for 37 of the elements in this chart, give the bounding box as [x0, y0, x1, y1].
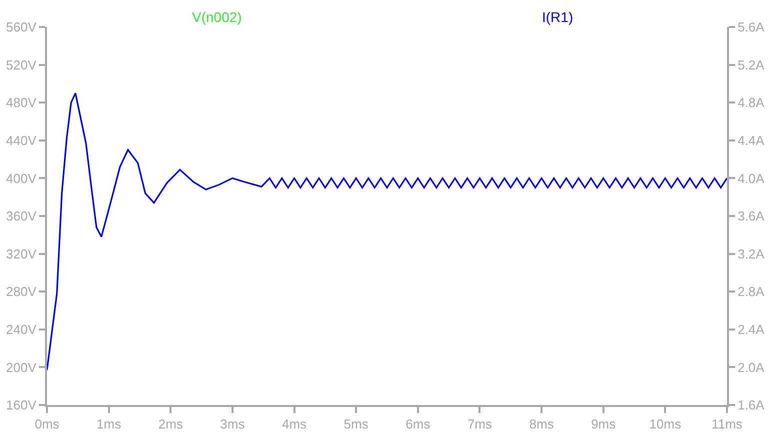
y2-tick-label: 2.0A	[738, 360, 765, 375]
y-tick-label: 560V	[6, 20, 37, 35]
y2-tick-label: 4.4A	[738, 132, 765, 148]
y-tick-label: 320V	[6, 246, 37, 262]
legend-label: V(n002)	[192, 9, 242, 25]
x-tick-label: 8ms	[529, 416, 554, 432]
y-tick-label: 440V	[6, 132, 37, 148]
y-tick-label: 280V	[6, 284, 37, 300]
x-tick-label: 5ms	[344, 416, 369, 432]
y2-tick-label: 5.2A	[738, 57, 765, 72]
y-tick-label: 360V	[6, 208, 37, 224]
y2-tick-label: 4.0A	[738, 170, 765, 186]
x-tick-label: 10ms	[649, 416, 682, 432]
x-tick-label: 11ms	[712, 416, 743, 432]
x-tick-label: 4ms	[282, 416, 308, 432]
line-series	[47, 92, 727, 371]
y2-tick-label: 4.8A	[738, 95, 765, 110]
text: I(R1)	[542, 9, 574, 25]
x-tick-label: 0ms	[34, 416, 60, 432]
x-tick-label: 3ms	[220, 416, 246, 432]
x-tick-label: 7ms	[467, 416, 493, 432]
x-tick-label: 2ms	[158, 416, 184, 432]
x-tick-label: 1ms	[96, 416, 122, 432]
y-tick-label: 520V	[6, 57, 37, 72]
y2-tick-label: 2.8A	[738, 284, 765, 300]
y-tick-label: 480V	[6, 95, 37, 110]
y2-tick-label: 3.2A	[738, 246, 765, 262]
y-tick-label: 400V	[6, 170, 37, 186]
y2-tick-label: 5.6A	[738, 20, 765, 35]
y2-tick-label: 2.4A	[738, 322, 765, 337]
y-tick-label: 160V	[6, 398, 37, 413]
x-tick-label: 9ms	[591, 416, 616, 432]
y-tick-label: 200V	[6, 360, 37, 375]
x-tick-label: 6ms	[406, 416, 431, 432]
y2-tick-label: 1.6A	[738, 398, 765, 413]
y2-tick-label: 3.6A	[738, 208, 765, 224]
y-tick-label: 240V	[6, 322, 37, 337]
